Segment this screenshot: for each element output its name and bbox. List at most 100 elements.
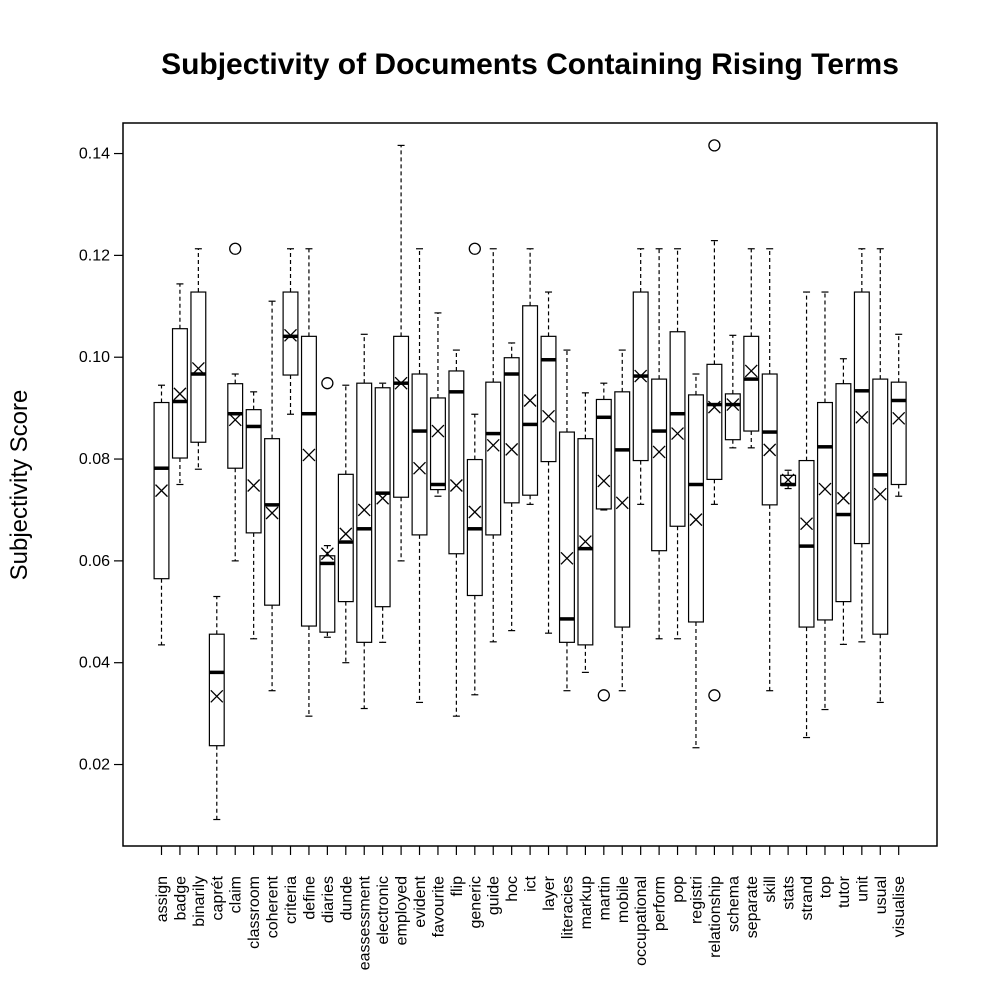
boxes [153, 139, 907, 821]
x-tick-label: badge [172, 876, 189, 921]
mean-marker [210, 689, 224, 703]
x-tick-label: markup [578, 876, 595, 929]
x-tick-label: eassessment [357, 875, 374, 970]
box-flip [448, 349, 465, 717]
mean-marker [413, 461, 426, 475]
x-tick-label: caprét [209, 875, 226, 920]
box-iqr [614, 391, 631, 628]
box-badge [171, 283, 188, 486]
mean-marker [560, 551, 574, 565]
mean-marker [449, 479, 463, 492]
box-iqr [835, 383, 852, 603]
x-tick-label: employed [394, 876, 411, 945]
x-tick-label: ict [523, 875, 540, 892]
box-iqr [429, 397, 446, 491]
y-tick-label: 0.04 [79, 655, 110, 672]
box-stats [780, 469, 797, 490]
mean-marker [191, 361, 205, 375]
x-tick-label: perform [652, 876, 669, 931]
x-tick-label: tutor [836, 875, 853, 908]
box-iqr [356, 382, 373, 643]
mean-marker [615, 496, 629, 510]
box-usual [872, 248, 889, 704]
mean-marker [689, 513, 703, 527]
box-iqr [282, 291, 299, 376]
mean-marker [671, 427, 684, 441]
x-tick-label: binarily [191, 876, 208, 927]
box-iqr [540, 335, 557, 463]
mean-marker [173, 387, 187, 401]
x-tick-label: hoc [504, 876, 521, 902]
x-tick-label: usual [873, 876, 890, 914]
box-top [816, 291, 833, 711]
box-iqr [319, 555, 336, 633]
mean-marker [505, 442, 519, 456]
y-tick-label: 0.08 [79, 451, 110, 468]
x-tick-label: flip [449, 876, 466, 897]
box-coherent [264, 300, 281, 692]
mean-marker [652, 445, 666, 459]
outlier-point [597, 689, 610, 702]
mean-marker [763, 443, 777, 457]
x-tick-label: dunde [338, 876, 355, 921]
box-iqr [761, 373, 778, 506]
mean-marker [320, 547, 334, 561]
box-iqr [337, 473, 354, 603]
x-tick-label: guide [486, 876, 503, 915]
mean-marker [781, 473, 795, 487]
mean-marker [873, 487, 887, 501]
x-tick-label: assign [154, 876, 171, 922]
box-iqr [374, 387, 391, 608]
x-tick-label: diaries [320, 876, 337, 923]
box-define [300, 248, 317, 717]
y-axis-label: Subjectivity Score [6, 390, 33, 581]
x-tick-label: mobile [615, 876, 632, 923]
mean-marker [800, 517, 814, 531]
box-guide [485, 248, 502, 643]
box-iqr [872, 378, 889, 635]
x-tick-label: coherent [265, 875, 282, 938]
x-tick-label: strand [799, 876, 816, 920]
box-iqr [448, 370, 465, 555]
box-diaries [319, 377, 336, 638]
box-occupational [632, 248, 649, 505]
box-tutor [835, 358, 852, 645]
mean-marker [431, 424, 445, 438]
mean-marker [597, 474, 611, 488]
outlier-point [468, 242, 481, 255]
box-iqr [651, 378, 668, 552]
outlier-point [708, 139, 721, 152]
x-tick-label: schema [725, 876, 742, 932]
box-iqr [264, 438, 281, 606]
box-strand [798, 291, 815, 739]
mean-marker [284, 328, 297, 342]
x-tick-label: criteria [283, 876, 300, 924]
mean-marker [265, 506, 279, 520]
box-iqr [208, 633, 225, 747]
box-dunde [337, 384, 354, 664]
box-pop [669, 248, 686, 640]
box-criteria [282, 248, 299, 415]
y-tick-label: 0.12 [79, 247, 110, 264]
mean-marker [394, 376, 408, 390]
mean-marker [339, 527, 353, 541]
box-assign [153, 384, 170, 646]
x-axis: assign badge binarily caprét claim classroom c… [154, 846, 908, 970]
y-axis: 0.02 0.04 0.06 0.08 0.10 0.12 0.14 [79, 146, 123, 774]
chart-title: Subjectivity of Documents Containing Ris… [161, 48, 899, 81]
box-iqr [190, 291, 207, 443]
mean-marker [855, 410, 869, 424]
mean-marker [523, 394, 537, 407]
box-iqr [743, 335, 760, 432]
y-tick-label: 0.02 [79, 757, 110, 774]
box-markup [577, 392, 594, 673]
box-evident [411, 248, 428, 704]
box-iqr [300, 335, 317, 627]
box-separate [743, 248, 760, 449]
box-iqr [245, 409, 262, 534]
x-tick-label: literacies [559, 876, 576, 939]
box-iqr [687, 394, 704, 623]
box-martin [595, 382, 612, 702]
box-visualise [890, 333, 907, 497]
